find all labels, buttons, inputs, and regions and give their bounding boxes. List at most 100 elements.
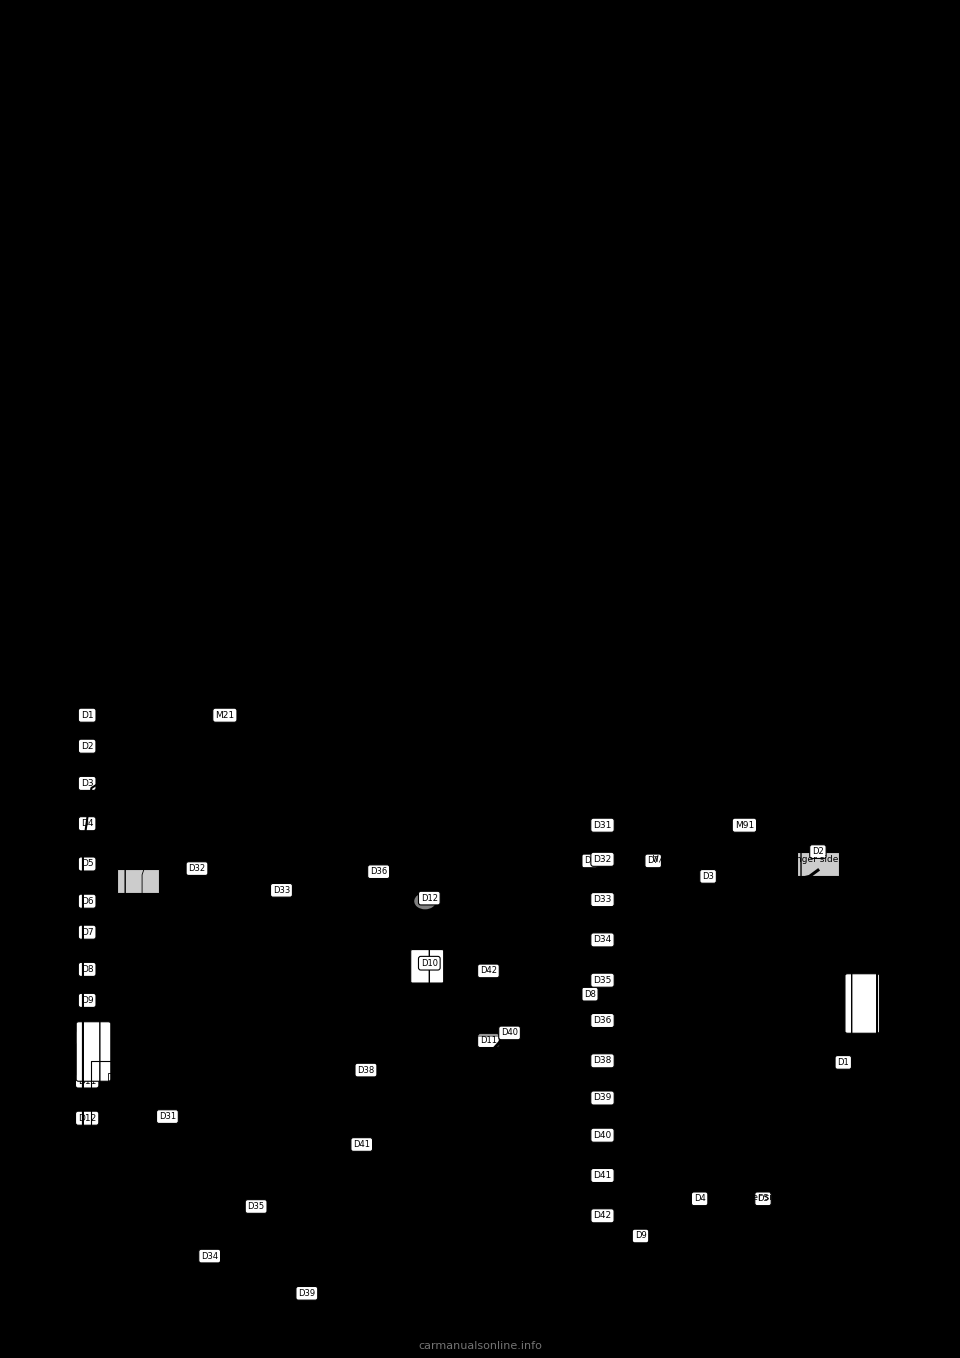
Text: D12: D12 (78, 1114, 96, 1123)
Text: :: : (698, 1171, 701, 1180)
Text: D2: D2 (81, 741, 93, 751)
Text: D9: D9 (81, 995, 93, 1005)
Text: :: : (179, 779, 181, 788)
Text: D35: D35 (248, 1202, 265, 1211)
Text: Front door speaker RH: Front door speaker RH (712, 936, 813, 944)
Text: D6: D6 (584, 857, 596, 865)
FancyBboxPatch shape (76, 1021, 110, 1081)
Text: D40: D40 (593, 1131, 612, 1139)
Text: (Passenger side): (Passenger side) (712, 1153, 787, 1161)
Text: :: : (698, 820, 701, 830)
Text: Front door lock assembly: Front door lock assembly (712, 1131, 826, 1139)
Text: (Driver side): (Driver side) (193, 1099, 250, 1107)
Text: :: : (179, 1114, 181, 1123)
Text: :: : (698, 1016, 701, 1025)
Text: (Passenger side): (Passenger side) (712, 1038, 787, 1047)
Text: (Without BOSE system): (Without BOSE system) (712, 997, 818, 1006)
Text: Front power window switch: Front power window switch (712, 1016, 835, 1025)
Text: :: : (179, 710, 181, 720)
Text: W/12: W/12 (653, 854, 675, 864)
FancyBboxPatch shape (845, 974, 879, 1033)
Text: W/6: W/6 (653, 1057, 669, 1065)
Text: :: : (179, 819, 181, 828)
Text: Power window main switch: Power window main switch (193, 896, 315, 906)
Text: M21: M21 (215, 710, 234, 720)
Text: :: : (698, 895, 701, 904)
Text: W/2: W/2 (133, 995, 150, 1005)
Text: TKIH0012E: TKIH0012E (836, 1283, 885, 1291)
Text: Intelligent Key warning buzzer: Intelligent Key warning buzzer (712, 1171, 851, 1180)
Text: D36: D36 (370, 868, 387, 876)
Text: D36: D36 (593, 1016, 612, 1025)
Text: To: To (193, 710, 203, 720)
Text: D7: D7 (647, 857, 660, 865)
Text: :: : (179, 741, 181, 751)
Text: D6: D6 (81, 896, 93, 906)
Text: :: : (698, 1093, 701, 1103)
Circle shape (415, 894, 435, 909)
Text: D3: D3 (702, 872, 714, 881)
Text: Front step lamp: Front step lamp (712, 1093, 783, 1103)
Text: B/6: B/6 (653, 1131, 669, 1139)
Text: D2: D2 (812, 847, 824, 856)
Text: D32: D32 (188, 864, 205, 873)
Text: W/2: W/2 (653, 1093, 669, 1103)
Text: :: : (179, 966, 181, 974)
Text: D9: D9 (635, 1232, 646, 1240)
Text: Front door request switch: Front door request switch (193, 1114, 308, 1123)
Text: D32: D32 (593, 854, 612, 864)
Text: M91: M91 (734, 820, 754, 830)
Text: :: : (179, 928, 181, 937)
FancyBboxPatch shape (797, 851, 839, 876)
Text: D8: D8 (584, 990, 596, 998)
Text: D39: D39 (299, 1289, 316, 1298)
Text: D33: D33 (593, 895, 612, 904)
Text: Power window main switch: Power window main switch (193, 928, 315, 937)
Text: :: : (698, 975, 701, 985)
Text: D7: D7 (81, 928, 93, 937)
Text: BR/2: BR/2 (133, 819, 156, 828)
Text: (Driver side): (Driver side) (193, 1135, 250, 1145)
Text: D38: D38 (357, 1066, 374, 1074)
Text: (Driver side): (Driver side) (193, 987, 250, 995)
Text: D12: D12 (420, 894, 438, 903)
Text: D8: D8 (81, 966, 93, 974)
Text: TKIH0013E: TKIH0013E (836, 1331, 885, 1340)
Text: D11: D11 (78, 1077, 96, 1085)
Text: Front step lamp (Driver side): Front step lamp (Driver side) (193, 995, 323, 1005)
Text: (Driver side): (Driver side) (193, 1055, 250, 1063)
Text: :: : (179, 896, 181, 906)
Text: W/16: W/16 (653, 1016, 675, 1025)
FancyBboxPatch shape (117, 869, 159, 894)
Text: To: To (712, 820, 722, 830)
Text: :: : (179, 995, 181, 1005)
Text: D1: D1 (837, 1058, 850, 1067)
Text: D33: D33 (273, 885, 290, 895)
Text: W/12: W/12 (133, 741, 156, 751)
Text: GY/2: GY/2 (133, 1114, 156, 1123)
Text: D31: D31 (593, 820, 612, 830)
Text: Front door lock assembly: Front door lock assembly (193, 1033, 306, 1042)
Text: W/2: W/2 (133, 860, 150, 869)
Text: (Without BOSE system): (Without BOSE system) (193, 881, 298, 891)
Text: Front power window motor: Front power window motor (193, 966, 314, 974)
Text: (With BOSE system): (With BOSE system) (193, 841, 283, 850)
Text: (With BOSE system): (With BOSE system) (712, 957, 803, 966)
Text: D38: D38 (593, 1057, 612, 1065)
Text: GY/2: GY/2 (653, 1211, 675, 1221)
Text: D4: D4 (694, 1194, 706, 1203)
Text: Door mirror (Driver side): Door mirror (Driver side) (193, 741, 304, 751)
Text: :: : (698, 854, 701, 864)
Text: (Passenger side): (Passenger side) (712, 1078, 787, 1086)
Text: Front door inside handle: Front door inside handle (193, 779, 302, 788)
Text: D5: D5 (81, 860, 93, 869)
Text: Front door inside handle: Front door inside handle (712, 895, 823, 904)
Text: GY/2: GY/2 (653, 895, 675, 904)
Text: D10: D10 (78, 1033, 96, 1042)
Text: SMJ: SMJ (133, 710, 150, 720)
Text: D35: D35 (593, 975, 612, 985)
Text: D39: D39 (593, 1093, 612, 1103)
Text: D5: D5 (757, 1194, 769, 1203)
Text: illumination (Passenger side): illumination (Passenger side) (712, 917, 844, 926)
Text: BR/2: BR/2 (653, 1171, 675, 1180)
